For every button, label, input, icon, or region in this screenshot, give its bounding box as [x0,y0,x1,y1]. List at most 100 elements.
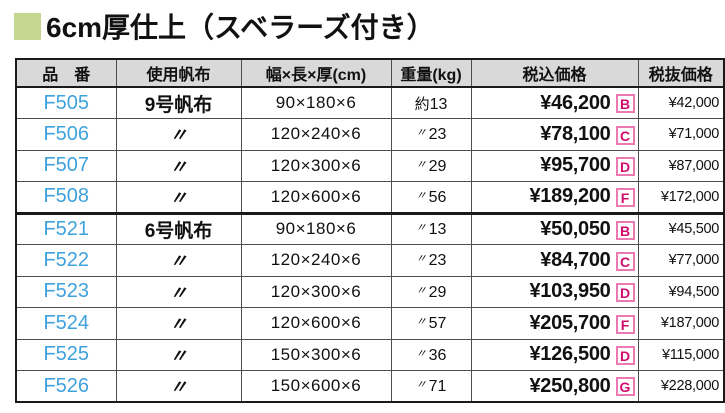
product-code: F506 [15,118,117,151]
size-cell: 150×300×6 [240,338,392,371]
price-tax-included: ¥46,200 [540,91,611,114]
weight-value: 13 [428,221,447,239]
col-header-price-tax-included: 税込価格 [470,58,639,88]
weight-cell: 〃 56 [390,181,472,214]
table-row: F508 〃 120×600×6 〃 56 ¥189,200 F ¥172,000 [15,181,725,214]
price-class-badge: B [615,220,635,240]
weight-cell: 〃 71 [390,370,472,403]
weight-cell: 〃 23 [390,244,472,277]
price-tax-included-cell: ¥50,050 B [470,211,639,245]
table-row: F523 〃 120×300×6 〃 29 ¥103,950 D ¥94,500 [15,275,725,308]
product-code: F522 [15,244,117,277]
col-header-price-tax-excluded: 税抜価格 [637,58,725,88]
weight-value: 23 [428,252,447,270]
price-tax-included: ¥250,800 [529,374,611,397]
product-code: F525 [15,338,117,371]
weight-prefix: 約 [414,95,430,113]
price-tax-included: ¥103,950 [529,280,611,303]
weight-value: 13 [429,95,448,113]
table-header: 品 番 使用帆布 幅×長×厚(cm) 重量(kg) 税込価格 税抜価格 [15,58,725,88]
price-tax-excluded: ¥45,500 [637,211,725,245]
price-tax-included: ¥95,700 [540,154,611,177]
price-tax-included-cell: ¥189,200 F [470,181,639,214]
price-class-badge: C [615,251,635,271]
price-tax-excluded: ¥172,000 [637,181,725,214]
price-tax-excluded: ¥228,000 [637,370,725,403]
weight-prefix: 〃 [415,222,427,235]
weight-prefix: 〃 [415,158,427,171]
section-title: 6cm厚仕上（スベラーズ付き） [14,6,435,46]
size-cell: 90×180×6 [240,86,392,119]
price-tax-excluded: ¥87,000 [637,149,725,182]
weight-value: 29 [428,157,447,175]
weight-value: 23 [428,126,447,144]
product-code: F524 [15,307,117,340]
price-tax-excluded: ¥115,000 [637,338,725,371]
price-tax-included: ¥50,050 [540,217,611,240]
price-tax-included-cell: ¥126,500 D [470,338,639,371]
weight-prefix: 〃 [415,253,427,266]
price-class-badge: F [615,314,635,334]
table-row: F526 〃 150×600×6 〃 71 ¥250,800 G ¥228,000 [15,370,725,403]
table-row: F507 〃 120×300×6 〃 29 ¥95,700 D ¥87,000 [15,149,725,182]
size-cell: 120×240×6 [240,244,392,277]
fabric-cell: 6号帆布 [115,211,242,245]
weight-value: 57 [428,315,447,333]
weight-prefix: 〃 [415,127,427,140]
table-row: F505 9号帆布 90×180×6 約13 ¥46,200 B ¥42,000 [15,86,725,119]
table-row: F524 〃 120×600×6 〃 57 ¥205,700 F ¥187,000 [15,307,725,340]
weight-value: 36 [428,346,447,364]
product-code: F507 [15,149,117,182]
size-cell: 120×600×6 [240,181,392,214]
size-cell: 120×240×6 [240,118,392,151]
table-body: F505 9号帆布 90×180×6 約13 ¥46,200 B ¥42,000 … [15,86,725,403]
price-tax-excluded: ¥94,500 [637,275,725,308]
price-tax-included-cell: ¥250,800 G [470,370,639,403]
size-cell: 120×300×6 [240,275,392,308]
price-class-badge: D [615,283,635,303]
product-code: F521 [15,211,117,245]
product-code: F526 [15,370,117,403]
weight-value: 56 [428,188,447,206]
weight-prefix: 〃 [415,379,427,391]
section-title-text: 6cm厚仕上（スベラーズ付き） [46,12,435,43]
col-header-fabric: 使用帆布 [115,58,242,88]
product-code: F508 [15,181,117,214]
fabric-cell: 〃 [115,338,242,371]
price-tax-excluded: ¥187,000 [637,307,725,340]
weight-prefix: 〃 [415,284,427,297]
price-tax-included-cell: ¥103,950 D [470,275,639,308]
table-row: F525 〃 150×300×6 〃 36 ¥126,500 D ¥115,000 [15,338,725,371]
col-header-product-code: 品 番 [15,58,117,88]
weight-value: 29 [428,283,447,301]
weight-prefix: 〃 [415,347,427,360]
product-code: F505 [15,86,117,119]
weight-cell: 〃 29 [390,275,472,308]
col-header-size: 幅×長×厚(cm) [240,58,392,88]
weight-prefix: 〃 [415,316,427,329]
weight-cell: 〃 23 [390,118,472,151]
fabric-cell: 〃 [115,370,242,403]
table-row: F521 6号帆布 90×180×6 〃 13 ¥50,050 B ¥45,500 [15,211,725,245]
size-cell: 90×180×6 [240,211,392,245]
weight-value: 71 [428,378,447,395]
weight-cell: 〃 29 [390,149,472,182]
table-row: F506 〃 120×240×6 〃 23 ¥78,100 C ¥71,000 [15,118,725,151]
price-tax-included: ¥205,700 [529,311,611,334]
price-tax-included: ¥84,700 [540,248,611,271]
price-class-badge: F [615,188,635,208]
title-bullet-square [14,12,41,40]
price-tax-included-cell: ¥46,200 B [470,86,639,119]
price-tax-excluded: ¥71,000 [637,118,725,151]
price-tax-included: ¥189,200 [529,185,611,208]
table-row: F522 〃 120×240×6 〃 23 ¥84,700 C ¥77,000 [15,244,725,277]
price-tax-included-cell: ¥78,100 C [470,118,639,151]
header-row: 品 番 使用帆布 幅×長×厚(cm) 重量(kg) 税込価格 税抜価格 [15,58,725,88]
price-tax-included: ¥78,100 [540,122,611,145]
price-class-badge: B [615,94,635,114]
weight-cell: 〃 57 [390,307,472,340]
price-class-badge: D [615,346,635,366]
fabric-cell: 9号帆布 [115,86,242,119]
size-cell: 120×600×6 [240,307,392,340]
